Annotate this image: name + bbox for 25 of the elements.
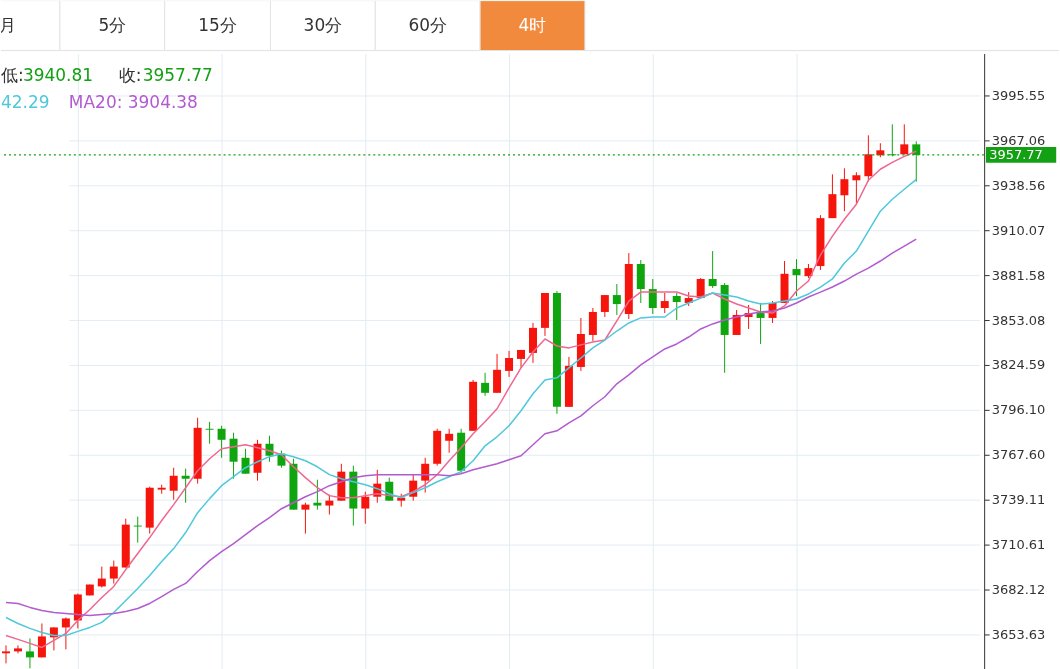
y-tick-label: 3739.11 — [991, 492, 1046, 508]
text: 60分 — [408, 14, 447, 35]
y-tick-label: 3853.08 — [991, 312, 1046, 328]
annotation: MA20: 3904.38 — [68, 92, 198, 113]
annotation: 收: — [118, 65, 142, 86]
text: 15分 — [198, 14, 237, 35]
y-tick-label: 3995.55 — [991, 87, 1046, 103]
y-tick-label: 3653.63 — [991, 626, 1046, 642]
y-tick-label: 3881.58 — [991, 267, 1046, 283]
annotation: 低: — [1, 65, 24, 86]
y-tick-label: 3796.10 — [991, 402, 1046, 418]
y-tick-label: 3824.59 — [991, 357, 1046, 373]
y-tick-label: 3767.60 — [991, 447, 1046, 463]
annotation: 42.29 — [1, 92, 50, 113]
text: 30分 — [303, 14, 343, 35]
y-tick-label: 3682.12 — [991, 582, 1046, 598]
annotation: 3940.81 — [22, 65, 94, 86]
y-tick-label: 3967.06 — [991, 132, 1046, 148]
ref-line-label: 3957.77 — [989, 146, 1043, 162]
y-tick-label: 3910.07 — [991, 222, 1046, 238]
annotation: 3957.77 — [142, 65, 213, 86]
y-tick-label: 3710.61 — [991, 537, 1046, 553]
text: 4时 — [518, 14, 547, 35]
y-tick-label: 3938.56 — [991, 177, 1046, 193]
text: 5分 — [98, 14, 127, 35]
